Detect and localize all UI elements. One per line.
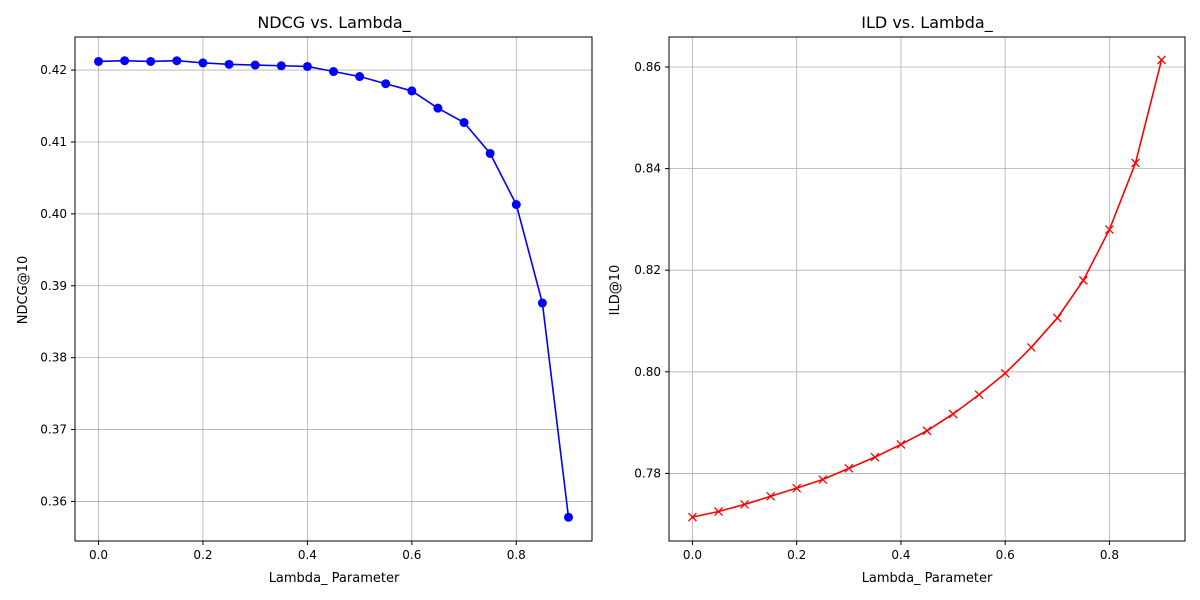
marker-stroke: [1131, 158, 1140, 168]
data-point: [792, 483, 802, 493]
y-tick-label: 0.78: [634, 466, 661, 480]
x-tick-label: 0.0: [683, 548, 702, 562]
y-tick-label: 0.40: [40, 207, 67, 221]
data-point: [198, 58, 208, 68]
x-axis-label: Lambda_ Parameter: [269, 571, 400, 586]
data-point: [224, 59, 234, 69]
data-point: [511, 200, 521, 210]
marker-stroke: [687, 512, 697, 522]
data-point: [1000, 368, 1010, 378]
data-point: [1157, 55, 1167, 65]
marker-stroke: [870, 452, 880, 462]
data-point: [1052, 313, 1062, 323]
x-tick-label: 0.8: [1100, 548, 1119, 562]
data-point: [714, 507, 723, 516]
marker-stroke: [818, 475, 828, 484]
data-point: [818, 475, 828, 484]
data-point: [1104, 225, 1114, 235]
y-tick-label: 0.38: [40, 351, 67, 365]
x-tick-label: 0.4: [891, 548, 910, 562]
marker-stroke: [740, 499, 750, 509]
data-point: [433, 103, 443, 113]
plot-frame: [74, 36, 593, 542]
data-point: [948, 409, 958, 419]
series-line: [692, 59, 1163, 518]
data-point: [687, 512, 697, 522]
y-tick-label: 0.84: [634, 162, 661, 176]
data-point: [870, 452, 880, 462]
data-point: [120, 56, 130, 66]
y-tick-label: 0.36: [40, 494, 67, 508]
x-tick-label: 0.2: [193, 548, 212, 562]
y-tick-label: 0.39: [40, 279, 67, 293]
marker-stroke: [1000, 368, 1010, 378]
ndcg-chart: NDCG vs. Lambda_ Lambda_ Parameter NDCG@…: [16, 13, 593, 586]
data-point: [381, 79, 391, 89]
data-point: [250, 60, 260, 70]
y-tick-label: 0.42: [40, 63, 67, 77]
data-point: [537, 298, 547, 308]
x-tick-label: 0.6: [402, 548, 421, 562]
chart-title: ILD vs. Lambda_: [861, 13, 993, 33]
x-tick-label: 0.4: [298, 548, 317, 562]
data-point: [1131, 158, 1140, 168]
marker-stroke: [1157, 55, 1167, 65]
marker-stroke: [792, 483, 802, 493]
data-point: [329, 67, 338, 77]
y-tick-label: 0.86: [634, 60, 661, 74]
marker-stroke: [1052, 313, 1062, 323]
y-tick-label: 0.80: [634, 365, 661, 379]
y-tick-label: 0.37: [40, 423, 67, 437]
series-line: [98, 59, 570, 518]
data-point: [1078, 275, 1088, 285]
x-tick-label: 0.8: [507, 548, 526, 562]
ild-chart: ILD vs. Lambda_ Lambda_ Parameter ILD@10…: [608, 13, 1186, 586]
data-point: [766, 491, 776, 501]
data-point: [302, 61, 312, 71]
marker-stroke: [948, 409, 958, 419]
marker-stroke: [766, 491, 776, 501]
y-tick-label: 0.41: [40, 135, 67, 149]
chart-title: NDCG vs. Lambda_: [257, 13, 411, 33]
data-point: [146, 56, 156, 66]
marker-stroke: [1078, 275, 1088, 285]
data-point: [276, 61, 286, 71]
x-tick-label: 0.6: [996, 548, 1015, 562]
x-axis-label: Lambda_ Parameter: [862, 571, 993, 586]
x-tick-label: 0.0: [89, 548, 108, 562]
marker-stroke: [1026, 342, 1036, 352]
y-axis-label: ILD@10: [608, 265, 623, 316]
marker-stroke: [1104, 225, 1114, 235]
data-point: [1026, 342, 1036, 352]
marker-stroke: [844, 463, 854, 473]
y-axis-label: NDCG@10: [16, 256, 31, 324]
data-point: [459, 118, 469, 128]
y-tick-label: 0.82: [634, 263, 661, 277]
data-point: [355, 72, 365, 82]
marker-stroke: [714, 507, 723, 516]
data-point: [844, 463, 854, 473]
data-point: [172, 56, 182, 66]
data-point: [94, 56, 103, 66]
data-point: [485, 148, 495, 158]
data-point: [922, 426, 932, 436]
marker-stroke: [896, 440, 906, 449]
data-point: [740, 499, 750, 509]
x-tick-label: 0.2: [787, 548, 806, 562]
data-point: [407, 86, 417, 96]
marker-stroke: [974, 390, 984, 400]
data-point: [974, 390, 984, 400]
data-point: [564, 512, 573, 522]
plot-frame: [668, 36, 1186, 542]
data-point: [896, 440, 906, 449]
marker-stroke: [922, 426, 932, 436]
